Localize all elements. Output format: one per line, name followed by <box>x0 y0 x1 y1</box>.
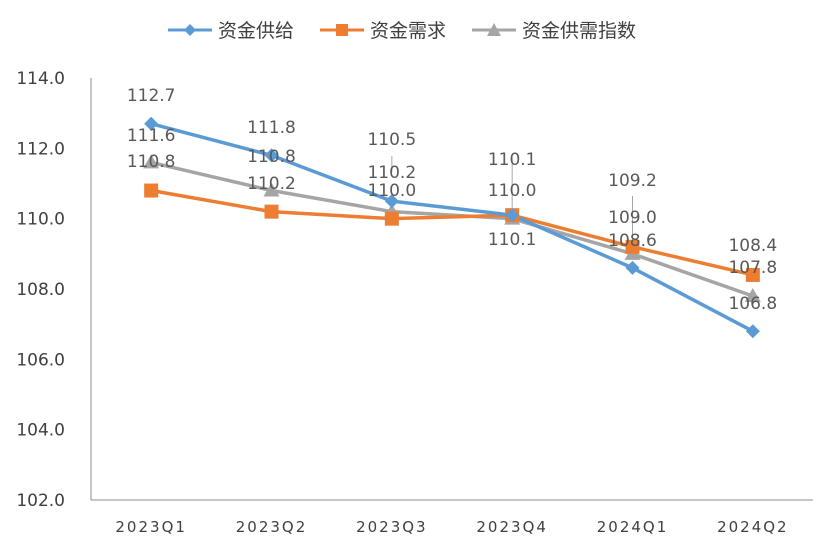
data-label: 106.8 <box>728 294 777 314</box>
x-tick-label: 2024Q1 <box>597 518 669 536</box>
series-point-0 <box>505 208 520 223</box>
legend-item-demand: 资金需求 <box>320 16 446 43</box>
data-label: 110.2 <box>247 174 296 194</box>
data-label: 111.6 <box>127 126 176 146</box>
data-label: 110.0 <box>367 181 416 201</box>
y-tick-label: 110.0 <box>16 210 65 230</box>
series-point-1 <box>144 183 159 198</box>
data-label: 110.8 <box>247 147 296 167</box>
data-label: 108.4 <box>728 236 777 256</box>
y-tick-label: 106.0 <box>16 350 65 370</box>
legend-item-index: 资金供需指数 <box>472 16 636 43</box>
y-tick-label: 108.0 <box>16 280 65 300</box>
data-label: 110.8 <box>127 152 176 172</box>
series-point-2 <box>263 182 280 197</box>
data-label: 110.1 <box>488 150 537 170</box>
x-tick-label: 2023Q4 <box>476 518 548 536</box>
data-label: 110.5 <box>367 130 416 150</box>
legend-label-demand: 资金需求 <box>370 20 447 42</box>
data-label: 109.2 <box>608 171 657 191</box>
series-point-1 <box>264 204 279 219</box>
y-tick-label: 102.0 <box>16 491 65 511</box>
legend: 资金供给 资金需求 资金供需指数 <box>168 16 636 43</box>
series-point-0 <box>625 260 640 275</box>
x-tick-label: 2023Q1 <box>115 518 187 536</box>
series-point-0 <box>384 194 399 209</box>
series-line-2 <box>150 160 754 298</box>
x-tick-label: 2023Q3 <box>356 518 428 536</box>
series-line-1 <box>150 188 754 277</box>
y-tick-label: 112.0 <box>16 139 65 159</box>
y-tick-label: 104.0 <box>16 421 65 441</box>
series-point-0 <box>745 324 760 339</box>
series-point-1 <box>384 211 399 226</box>
x-tick-label: 2024Q2 <box>717 518 789 536</box>
legend-swatch-index <box>472 22 517 36</box>
series-point-2 <box>744 288 761 303</box>
legend-swatch-supply <box>168 23 212 36</box>
data-label: 111.8 <box>247 118 296 138</box>
series-point-1 <box>625 239 640 254</box>
legend-label-supply: 资金供给 <box>218 20 295 42</box>
data-label: 110.1 <box>488 230 537 250</box>
series-point-1 <box>745 267 760 282</box>
legend-label-index: 资金供需指数 <box>522 20 637 42</box>
legend-swatch-demand <box>320 23 365 36</box>
x-tick-label: 2023Q2 <box>236 518 308 536</box>
series-point-2 <box>143 154 160 169</box>
series-point-0 <box>264 148 279 163</box>
legend-item-supply: 资金供给 <box>168 16 294 43</box>
data-label: 110.0 <box>488 181 537 201</box>
y-tick-label: 114.0 <box>16 69 65 89</box>
series-point-0 <box>144 116 159 131</box>
data-label: 107.8 <box>728 258 777 278</box>
data-label: 109.0 <box>608 208 657 228</box>
data-label: 110.2 <box>367 163 416 183</box>
series-line-0 <box>150 122 754 333</box>
data-label: 112.7 <box>127 86 176 106</box>
data-label: 108.6 <box>608 231 657 251</box>
